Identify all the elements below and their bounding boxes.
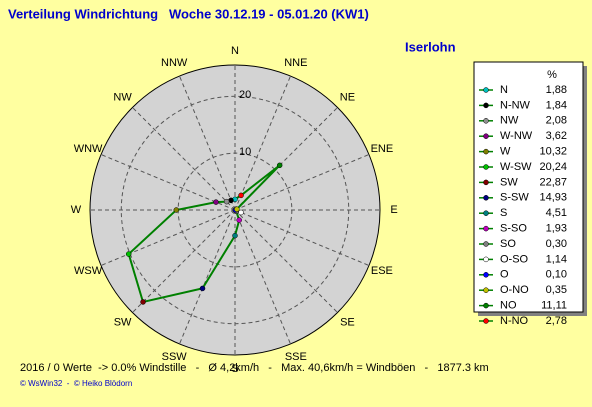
- legend-name: O: [500, 269, 509, 281]
- legend-name: N: [500, 84, 508, 96]
- legend-name: S-SW: [500, 192, 529, 204]
- legend-name: O-SO: [500, 253, 529, 265]
- legend-value: 10,32: [539, 146, 567, 158]
- footer: 2016 / 0 Werte -> 0.0% Windstille - Ø 4,…: [20, 362, 489, 374]
- spoke: [234, 209, 291, 345]
- legend-name: NO: [500, 300, 517, 312]
- spoke: [179, 209, 236, 345]
- r-tick-label: 10: [239, 146, 251, 158]
- legend-marker: [483, 256, 489, 263]
- legend-marker: [483, 118, 489, 124]
- spoke: [234, 75, 291, 211]
- chart-title: Verteilung Windrichtung Woche 30.12.19 -…: [8, 6, 369, 21]
- direction-label: SSE: [285, 351, 307, 363]
- direction-label: WSW: [74, 265, 103, 277]
- legend-marker: [483, 102, 489, 109]
- spoke: [179, 75, 236, 211]
- legend-marker: [483, 302, 489, 309]
- legend-marker: [483, 318, 489, 324]
- legend-value: 14,93: [539, 192, 567, 204]
- legend-value: 1,14: [546, 253, 567, 265]
- direction-label: S: [231, 363, 238, 375]
- direction-label: SW: [114, 316, 132, 328]
- spoke: [100, 154, 236, 211]
- direction-label: NNW: [161, 57, 188, 69]
- point: [213, 199, 219, 205]
- legend-marker: [483, 225, 489, 232]
- legend-value: 0,10: [546, 269, 567, 281]
- legend-name: N-NO: [500, 315, 529, 327]
- spoke: [234, 209, 370, 266]
- legend-name: O-NO: [500, 284, 529, 296]
- legend-name: N-NW: [500, 99, 531, 111]
- direction-label: WNW: [74, 143, 103, 155]
- direction-label: N: [231, 45, 239, 57]
- legend-marker: [483, 179, 489, 186]
- point: [125, 251, 132, 257]
- point: [173, 207, 180, 213]
- legend-name: S-SO: [500, 223, 527, 235]
- legend-value: 2,78: [546, 315, 567, 327]
- r-tick-label: 20: [239, 89, 251, 101]
- direction-label: E: [390, 204, 397, 216]
- direction-label: NW: [113, 91, 132, 103]
- direction-label: ENE: [371, 143, 394, 155]
- point: [199, 285, 206, 292]
- legend-value: 11,11: [541, 300, 567, 312]
- direction-label: ESE: [371, 265, 393, 277]
- legend-marker: [483, 195, 489, 201]
- legend-name: SW: [500, 176, 518, 188]
- legend-marker: [483, 241, 489, 247]
- legend-marker: [483, 164, 489, 170]
- legend-name: W: [500, 146, 511, 158]
- legend-name: W-NW: [500, 130, 533, 142]
- location: Iserlohn: [405, 39, 456, 54]
- point: [232, 232, 238, 239]
- point: [238, 192, 244, 199]
- point: [276, 162, 283, 169]
- legend-value: 20,24: [539, 161, 567, 173]
- credits: © WsWin32 - © Heiko Blödorn: [20, 379, 132, 388]
- point: [234, 206, 240, 212]
- legend-value: 0,35: [546, 284, 567, 296]
- spoke: [234, 154, 370, 211]
- legend-name: NW: [500, 115, 519, 127]
- legend-marker: [483, 272, 489, 278]
- legend-value: 1,84: [546, 99, 567, 111]
- spoke: [132, 107, 236, 211]
- spoke: [234, 209, 338, 313]
- direction-label: NE: [340, 91, 355, 103]
- legend-marker: [483, 287, 489, 293]
- legend-marker: [483, 87, 489, 93]
- direction-label: NNE: [284, 57, 307, 69]
- legend-name: SO: [500, 238, 516, 250]
- legend-value: 2,08: [546, 115, 567, 127]
- legend-value: 3,62: [546, 130, 567, 142]
- point: [236, 217, 242, 223]
- legend-name: S: [500, 207, 507, 219]
- legend-marker: [483, 210, 489, 216]
- direction-label: SE: [340, 316, 355, 328]
- point: [140, 299, 146, 305]
- point: [238, 209, 244, 216]
- spoke: [100, 209, 236, 266]
- point: [223, 198, 230, 205]
- spoke: [132, 209, 236, 313]
- legend-value: 0,30: [546, 238, 567, 250]
- legend-marker: [483, 148, 489, 155]
- legend-value: 1,93: [546, 223, 567, 235]
- legend-box: [473, 61, 584, 313]
- direction-label: SSW: [162, 351, 188, 363]
- legend-name: W-SW: [500, 161, 532, 173]
- legend-value: 22,87: [539, 176, 567, 188]
- legend-marker: [483, 133, 489, 139]
- legend-value: 1,88: [546, 84, 567, 96]
- direction-label: W: [71, 204, 82, 216]
- legend-header: %: [547, 69, 557, 81]
- legend-value: 4,51: [546, 207, 567, 219]
